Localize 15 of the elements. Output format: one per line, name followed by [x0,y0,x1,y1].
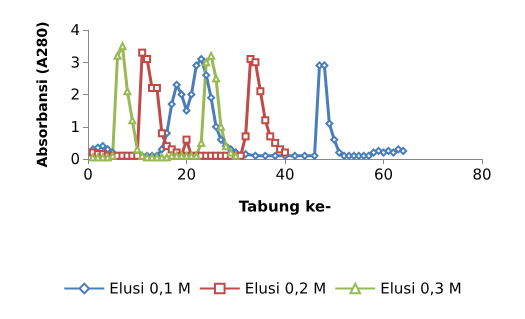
x-tick-label: 60 [374,166,394,184]
legend-label: Elusi 0,3 M [380,280,462,298]
legend-label: Elusi 0,1 M [109,280,191,298]
y-axis-title: Absorbansi (A280) [35,21,51,168]
y-tick-label: 3 [70,53,80,72]
x-tick-label: 80 [472,166,492,184]
y-tick-label: 2 [70,86,80,104]
y-tick-label: 4 [70,21,80,39]
y-tick-label: 0 [70,150,80,168]
x-tick-label: 20 [176,166,196,184]
legend-label: Elusi 0,2 M [244,280,326,298]
x-tick-label: 40 [275,166,295,184]
y-tick-label: 1 [70,118,80,136]
x-tick-label: 0 [83,166,93,184]
x-axis-title: Tabung ke- [238,198,332,216]
